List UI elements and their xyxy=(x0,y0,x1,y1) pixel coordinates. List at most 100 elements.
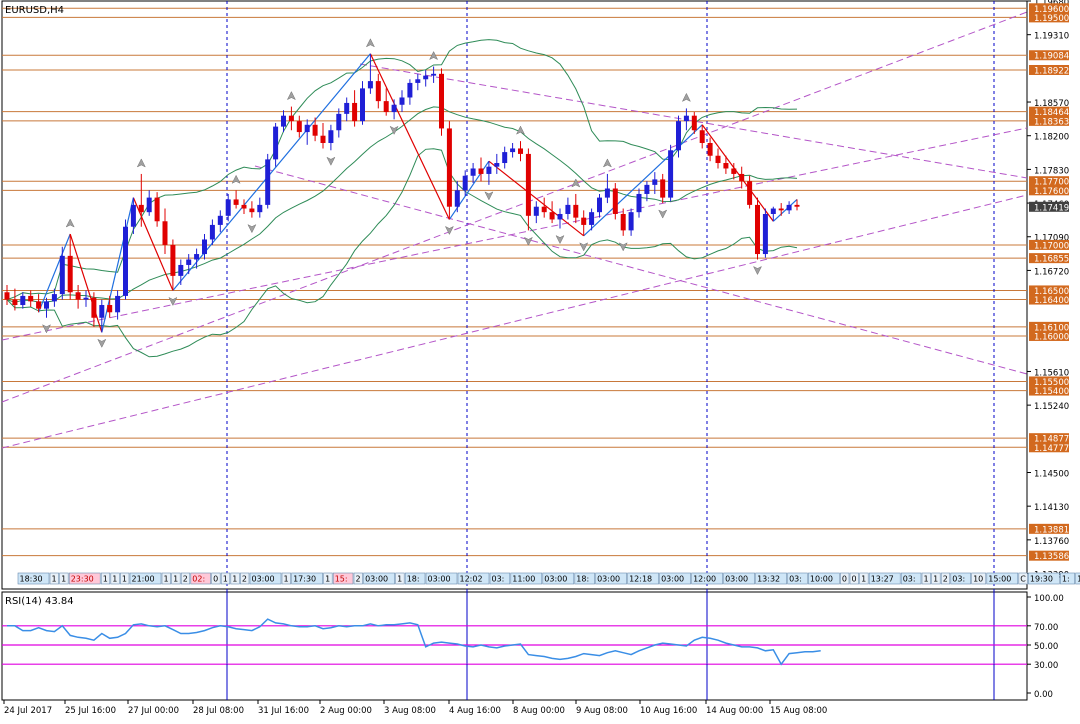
event-tag-label: 1 xyxy=(924,575,929,584)
event-tag xyxy=(171,572,181,585)
event-tag xyxy=(510,572,543,585)
candle-body xyxy=(352,102,358,122)
event-tag xyxy=(489,572,511,585)
event-tag-label: 12:18 xyxy=(629,575,652,584)
event-tag xyxy=(240,572,250,585)
level-price-label: 1.16000 xyxy=(1034,332,1069,342)
candle-body xyxy=(138,204,144,213)
event-tag-label: 03:00 xyxy=(428,575,451,584)
level-price-label: 1.13881 xyxy=(1034,525,1069,535)
event-tag-label: 12:02 xyxy=(460,575,483,584)
rsi-line xyxy=(7,618,821,666)
candle-body xyxy=(739,173,745,182)
event-tag xyxy=(404,572,426,585)
level-price-box xyxy=(1029,321,1069,332)
event-tag xyxy=(180,572,191,585)
event-tag-label: 03: xyxy=(789,575,802,584)
candle-body xyxy=(217,215,223,225)
level-price-box xyxy=(1029,550,1069,561)
event-tag-label: 10:00 xyxy=(810,575,833,584)
event-tag-label: 1 xyxy=(122,575,127,584)
event-tag-label: 23:30 xyxy=(71,575,94,584)
event-tag-label: 1: xyxy=(1062,575,1070,584)
event-tag-label: 0 xyxy=(842,575,847,584)
candle-body xyxy=(462,175,468,191)
time-axis: 24 Jul 2017 25 Jul 16:00 27 Jul 00:00 28 Ju… xyxy=(3,700,827,716)
candle-body xyxy=(304,124,310,133)
candle-body xyxy=(36,301,42,309)
event-tag-label: 0 xyxy=(213,575,218,584)
price-tick-label: 1.14130 xyxy=(1034,503,1069,513)
bollinger-lower xyxy=(6,148,798,358)
candle-body xyxy=(683,115,689,122)
price-tick-label: 1.19310 xyxy=(1034,32,1069,42)
event-tag xyxy=(859,572,869,585)
event-tag xyxy=(1060,572,1075,585)
price-tick-label: 1.17830 xyxy=(1034,166,1069,176)
candle-body xyxy=(644,184,650,194)
trendline xyxy=(1,11,1028,403)
time-tick-label: 10 Aug 16:00 xyxy=(640,706,697,716)
level-price-label: 1.15400 xyxy=(1034,387,1069,397)
candle-body xyxy=(75,292,81,300)
candle-body xyxy=(715,155,721,164)
event-tag xyxy=(808,572,840,585)
candle-body xyxy=(44,301,49,309)
candle-body xyxy=(620,213,626,231)
event-tag xyxy=(627,572,659,585)
fractal-down-arrow xyxy=(658,209,668,219)
candle-body xyxy=(589,212,595,225)
fractal-down-arrow xyxy=(752,265,763,276)
candle-body xyxy=(794,204,800,207)
candle-body xyxy=(123,226,128,296)
event-tag-label: C xyxy=(1020,575,1026,584)
candle-body xyxy=(431,73,437,76)
candle-body xyxy=(549,212,555,220)
trendline xyxy=(254,165,1028,375)
level-price-box xyxy=(1029,185,1069,196)
candle-body xyxy=(170,244,176,276)
event-tag-label: 2 xyxy=(183,575,188,584)
event-tag xyxy=(363,572,395,585)
event-tag xyxy=(281,572,291,585)
event-tag-label: 1 xyxy=(103,575,108,584)
candle-body xyxy=(146,197,152,213)
candle-body xyxy=(249,208,255,213)
rsi-title: RSI(14) 43.84 xyxy=(5,596,74,607)
candle-body xyxy=(786,204,792,211)
price-tick-label: 1.14500 xyxy=(1034,469,1069,479)
level-price-label: 1.18363 xyxy=(1034,117,1069,127)
fractal-down-arrow xyxy=(523,236,533,246)
price-tick-label: 1.18200 xyxy=(1034,133,1069,143)
candle-body xyxy=(660,179,666,198)
level-price-box xyxy=(1029,285,1069,296)
fractal-down-arrow xyxy=(484,191,494,201)
fractal-up-arrow xyxy=(681,92,691,102)
level-price-box xyxy=(1029,3,1069,14)
candle-body xyxy=(486,166,492,174)
event-tag-label: 1 xyxy=(933,575,938,584)
level-price-label: 1.19600 xyxy=(1034,5,1069,15)
event-tag xyxy=(211,572,221,585)
event-tag xyxy=(542,572,575,585)
level-price-label: 1.13586 xyxy=(1034,552,1069,562)
zigzag-segment xyxy=(488,160,585,237)
fractal-down-arrow xyxy=(41,324,52,334)
level-price-box xyxy=(1029,50,1069,61)
rsi-tick-label: 50.00 xyxy=(1034,642,1058,652)
event-tag-label: 03:00 xyxy=(725,575,748,584)
candle-body xyxy=(383,101,389,113)
event-tag-label: 1 xyxy=(284,575,289,584)
candle-body xyxy=(423,75,429,80)
price-tick-label: 1.15240 xyxy=(1034,402,1069,412)
current-price-box xyxy=(1029,201,1069,212)
candle-body xyxy=(573,204,579,218)
candle-body xyxy=(367,81,373,89)
zigzag-segment xyxy=(38,233,71,313)
event-tag xyxy=(595,572,627,585)
time-tick-label: 31 Jul 16:00 xyxy=(258,706,309,716)
candle-body xyxy=(439,73,444,129)
fractal-down-arrow xyxy=(389,125,399,135)
